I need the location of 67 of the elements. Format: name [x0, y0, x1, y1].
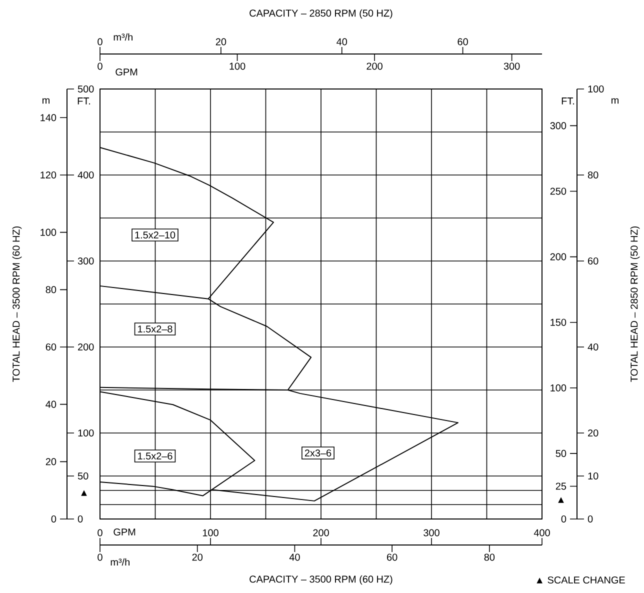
y-tick-label: 200 [78, 343, 94, 351]
x2-axis-title: CAPACITY – 2850 RPM (50 HZ) [250, 9, 392, 19]
y-tick-label: 300 [78, 257, 94, 265]
text: ▲ [81, 490, 87, 496]
annotation: 1.5x2–10 [135, 231, 176, 239]
y-tick-label: 25 [556, 482, 566, 490]
y-tick-label: 0 [78, 515, 83, 523]
y2-tick-label: 40 [588, 343, 598, 351]
x-tick-label: 0 [98, 62, 102, 70]
y2-tick-label: 60 [46, 343, 56, 351]
text: FT. [562, 98, 574, 104]
y-tick-label: 0 [561, 515, 566, 523]
y2-tick-label: 80 [46, 286, 56, 294]
y2-axis-title: TOTAL HEAD – 3500 RPM (60 HZ) [12, 226, 22, 382]
y-tick-label: 100 [78, 429, 94, 437]
text: FT. [78, 98, 90, 104]
x2-tick-label: 80 [484, 554, 495, 561]
x-tick-label: 100 [202, 529, 218, 536]
text: ▲ [558, 497, 564, 503]
x2-tick-label: 0 [98, 554, 102, 561]
text: m [612, 98, 618, 104]
y2-tick-label: 60 [588, 257, 598, 265]
text: m³/h [114, 33, 132, 41]
y2-axis-title: TOTAL HEAD – 2850 RPM (50 HZ) [630, 226, 640, 382]
y2-tick-label: 20 [46, 458, 56, 466]
x2-axis-title: CAPACITY – 3500 RPM (60 HZ) [250, 575, 392, 585]
x2-tick-label: 60 [387, 554, 398, 561]
text: m [42, 98, 50, 104]
x2-tick-label: 20 [192, 554, 203, 561]
y2-tick-label: 40 [46, 400, 56, 408]
x2-tick-label: 40 [336, 38, 348, 46]
x-tick-label: 200 [313, 529, 329, 536]
x-tick-label: 400 [534, 529, 550, 536]
text: GPM [116, 68, 138, 76]
y-tick-label: 200 [550, 253, 566, 260]
y-tick-label: 50 [78, 472, 88, 480]
annotation: 1.5x2–8 [138, 325, 172, 333]
y-tick-label: 300 [550, 122, 566, 130]
y-tick-label: 400 [78, 171, 94, 179]
x-tick-label: 300 [424, 529, 440, 536]
y2-tick-label: 100 [588, 85, 604, 93]
y-tick-label: 500 [78, 85, 94, 93]
y2-tick-label: 0 [51, 515, 56, 523]
text: GPM [114, 528, 136, 536]
annotation: 2x3–6 [304, 449, 332, 457]
x2-tick-label: 60 [458, 38, 468, 46]
y2-tick-label: 100 [40, 228, 56, 236]
y2-tick-label: 80 [588, 171, 598, 179]
x2-tick-label: 40 [289, 554, 300, 561]
y2-tick-label: 10 [588, 472, 598, 480]
text: ▲ SCALE CHANGE [536, 576, 625, 584]
y2-tick-label: 120 [40, 171, 56, 179]
y-tick-label: 150 [550, 318, 566, 326]
y-tick-label: 50 [556, 450, 566, 457]
y-tick-label: 250 [550, 188, 566, 195]
x-tick-label: 100 [230, 62, 246, 70]
x2-tick-label: 0 [98, 38, 102, 46]
annotation: 1.5x2–6 [138, 452, 172, 460]
y2-tick-label: 140 [40, 114, 56, 122]
x-tick-label: 200 [366, 62, 382, 70]
text: m³/h [110, 558, 130, 566]
x2-tick-label: 20 [216, 38, 226, 46]
x-tick-label: 300 [504, 62, 520, 70]
y2-tick-label: 0 [588, 515, 593, 523]
y2-tick-label: 20 [588, 429, 598, 437]
x-tick-label: 0 [98, 529, 102, 536]
y-tick-label: 100 [550, 384, 566, 392]
